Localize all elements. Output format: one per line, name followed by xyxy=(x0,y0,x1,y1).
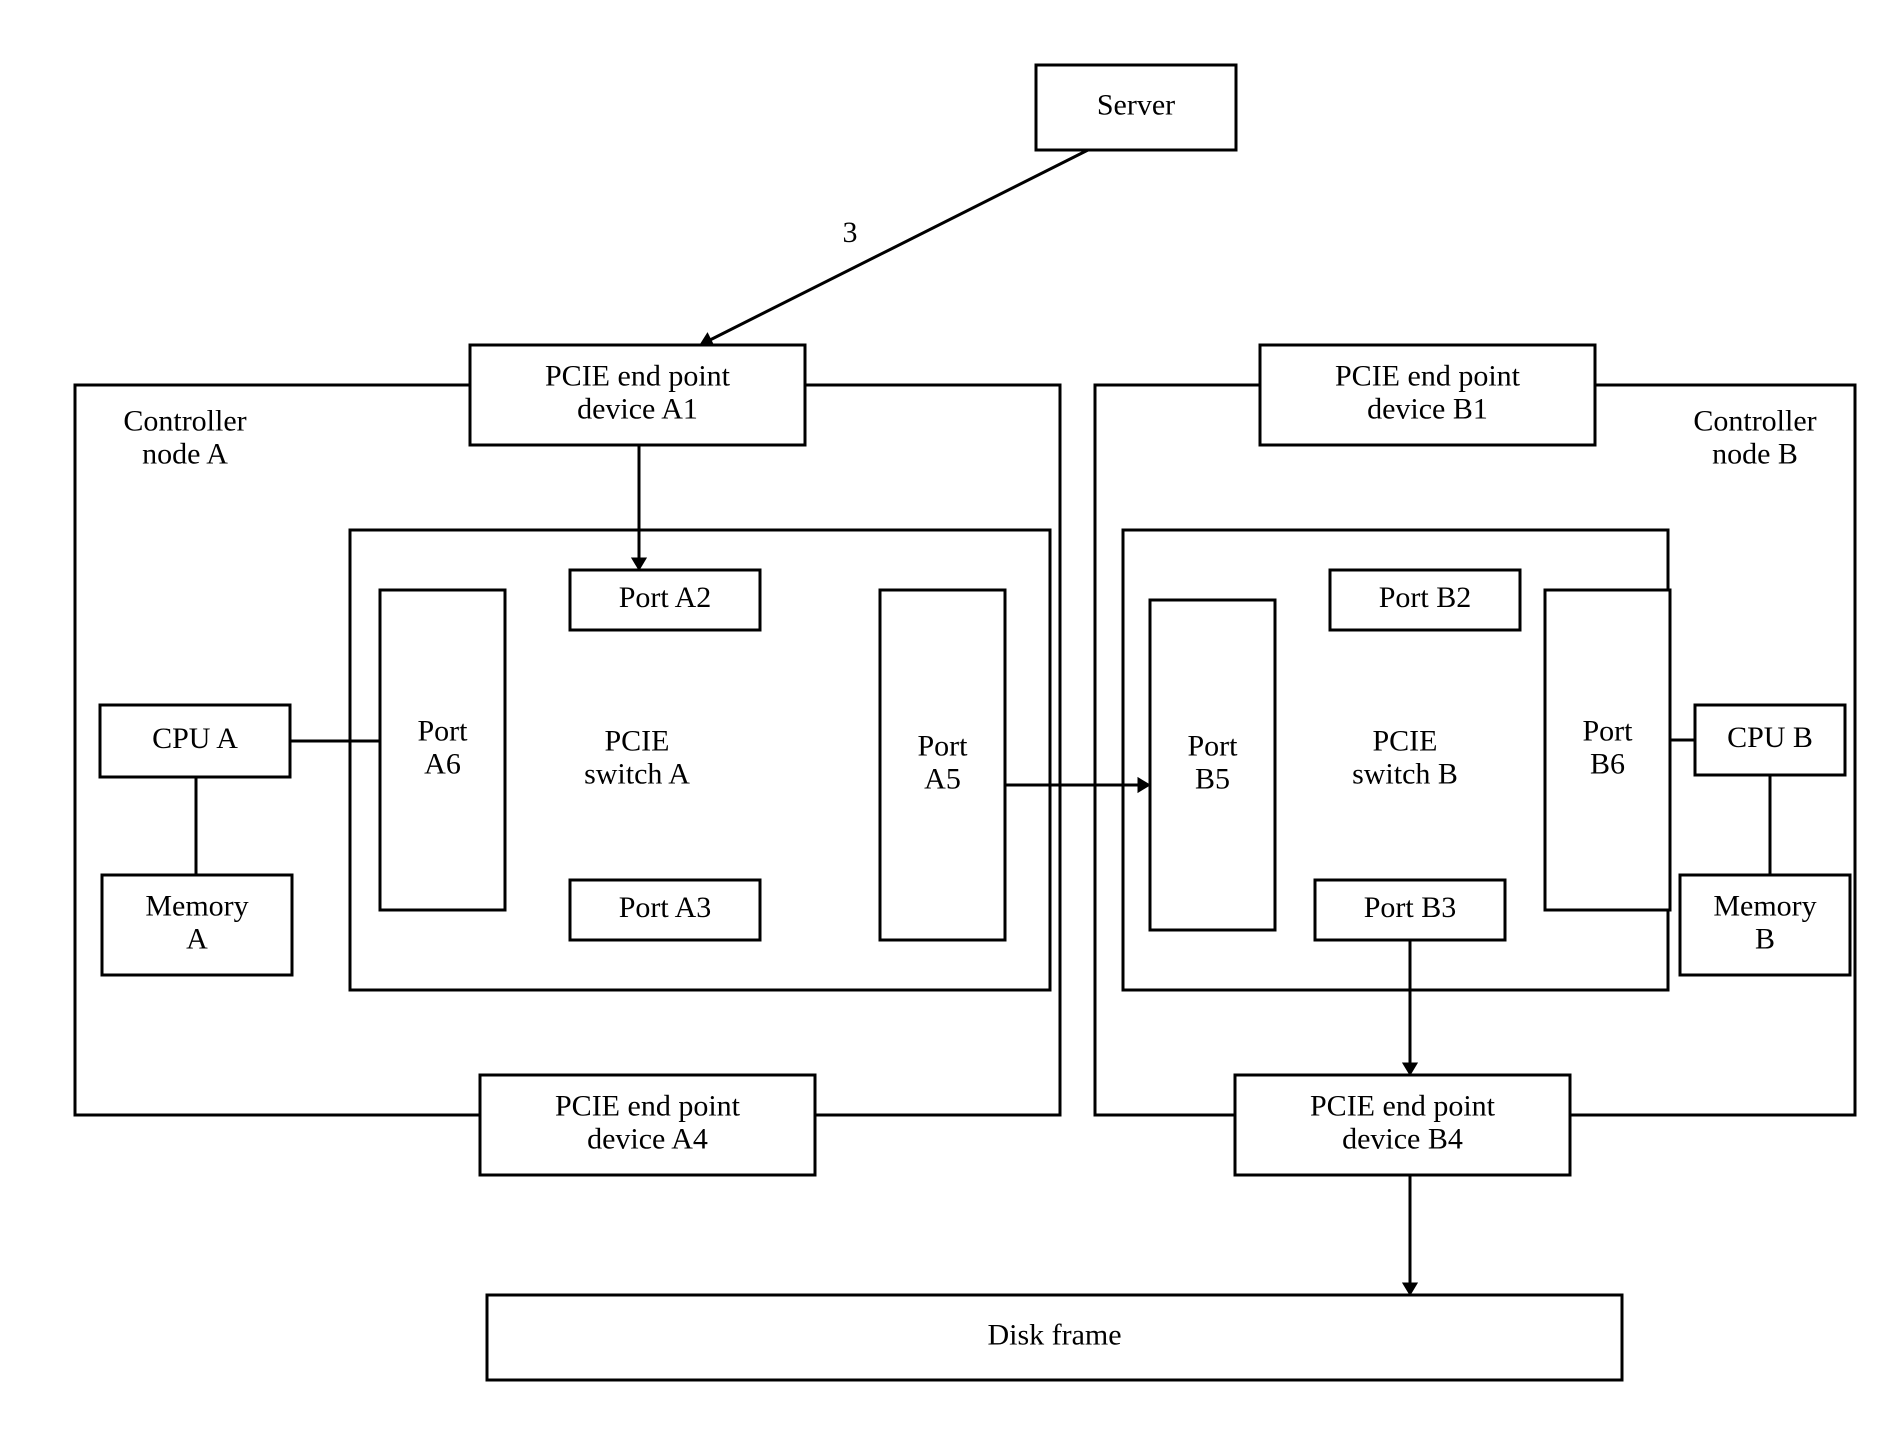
memory-b-label: B xyxy=(1755,922,1775,955)
pcie-endpoint-a1-label: device A1 xyxy=(577,392,698,425)
pcie-endpoint-b4-label: device B4 xyxy=(1342,1122,1463,1155)
pcie-switch-b-label: switch B xyxy=(1352,757,1458,790)
pcie-endpoint-b1-label: PCIE end point xyxy=(1335,359,1521,392)
port-b5-label: B5 xyxy=(1195,762,1230,795)
pcie-switch-b-label: PCIE xyxy=(1372,724,1437,757)
port-b5-label: Port xyxy=(1187,729,1238,762)
port-a3-label: Port A3 xyxy=(619,891,712,924)
controller-node-b-label: Controller xyxy=(1693,404,1816,437)
edge-e_b4_disk-arrowhead xyxy=(1403,1283,1417,1295)
memory-a-label: A xyxy=(186,922,208,955)
pcie-switch-a-label: PCIE xyxy=(604,724,669,757)
edge-e_server_a1-label: 3 xyxy=(843,216,858,249)
port-b3-label: Port B3 xyxy=(1364,891,1457,924)
cpu-a-label: CPU A xyxy=(152,722,238,755)
pcie-endpoint-b4-label: PCIE end point xyxy=(1310,1089,1496,1122)
pcie-switch-a-label: switch A xyxy=(584,757,690,790)
pcie-endpoint-a4-label: device A4 xyxy=(587,1122,708,1155)
pcie-endpoint-a4-label: PCIE end point xyxy=(555,1089,741,1122)
controller-node-a-label: Controller xyxy=(123,404,246,437)
disk-frame-label: Disk frame xyxy=(987,1318,1121,1351)
port-b6-label: B6 xyxy=(1590,747,1625,780)
port-a5-label: Port xyxy=(917,729,968,762)
pcie-endpoint-a1-label: PCIE end point xyxy=(545,359,731,392)
port-a2-label: Port A2 xyxy=(619,581,712,614)
edge-e_server_a1 xyxy=(711,150,1088,340)
port-a5-label: A5 xyxy=(924,762,961,795)
controller-node-b-label: node B xyxy=(1712,437,1798,470)
cpu-b-label: CPU B xyxy=(1727,721,1813,754)
server-label: Server xyxy=(1097,88,1175,121)
memory-a-label: Memory xyxy=(145,889,248,922)
port-a6-label: A6 xyxy=(424,747,461,780)
port-b2-label: Port B2 xyxy=(1379,581,1472,614)
pcie-endpoint-b1-label: device B1 xyxy=(1367,392,1488,425)
memory-b-label: Memory xyxy=(1713,889,1816,922)
controller-node-a-label: node A xyxy=(142,437,228,470)
port-a6-label: Port xyxy=(417,714,468,747)
port-b6-label: Port xyxy=(1582,714,1633,747)
